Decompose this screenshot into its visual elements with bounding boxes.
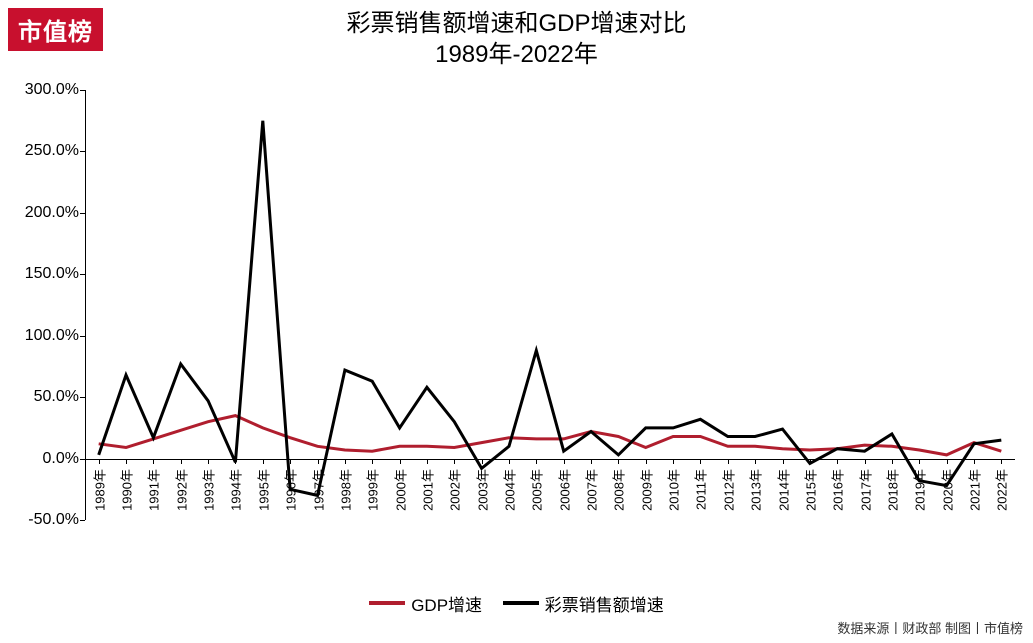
series-svg <box>85 90 1015 520</box>
y-tick-label: 200.0% <box>25 204 85 222</box>
legend-item-gdp: GDP增速 <box>369 591 482 616</box>
chart-title: 彩票销售额增速和GDP增速对比 1989年-2022年 <box>0 8 1033 70</box>
title-line-1: 彩票销售额增速和GDP增速对比 <box>0 8 1033 39</box>
legend-swatch-gdp <box>369 601 405 605</box>
title-line-2: 1989年-2022年 <box>0 39 1033 70</box>
y-tick-label: 300.0% <box>25 81 85 99</box>
y-tick-label: 50.0% <box>34 388 85 406</box>
y-tick-label: -50.0% <box>28 511 85 529</box>
legend: GDP增速 彩票销售额增速 <box>0 590 1033 616</box>
legend-label-gdp: GDP增速 <box>411 591 482 616</box>
y-tick-label: 100.0% <box>25 327 85 345</box>
legend-swatch-lottery <box>503 601 539 605</box>
y-tick-label: 150.0% <box>25 265 85 283</box>
legend-item-lottery: 彩票销售额增速 <box>503 591 664 616</box>
source-note: 数据来源丨财政部 制图丨市值榜 <box>837 618 1023 637</box>
y-tick-mark <box>80 520 85 521</box>
legend-label-lottery: 彩票销售额增速 <box>545 591 664 616</box>
y-tick-label: 0.0% <box>43 450 85 468</box>
chart-plot-area: -50.0%0.0%50.0%100.0%150.0%200.0%250.0%3… <box>85 90 1015 520</box>
y-tick-label: 250.0% <box>25 142 85 160</box>
